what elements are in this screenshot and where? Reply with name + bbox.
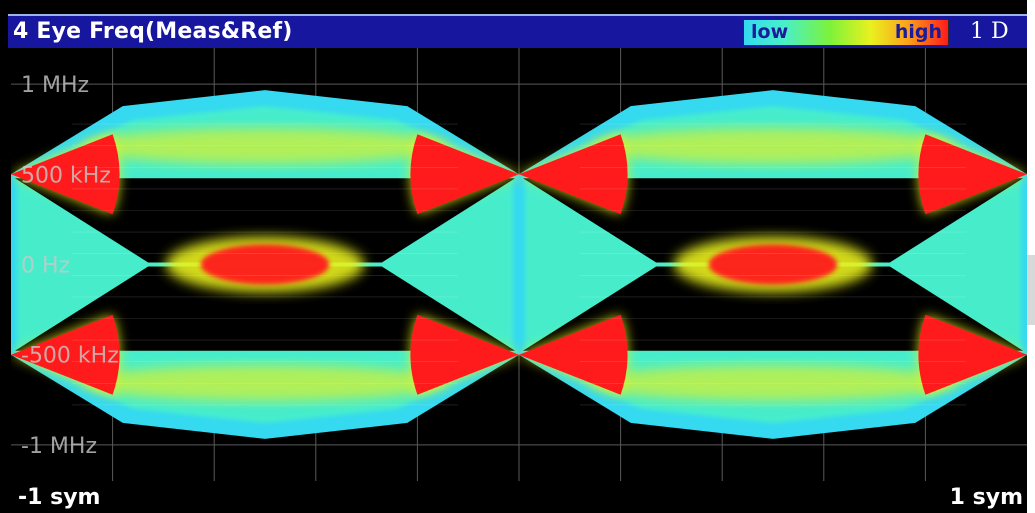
eye-density-band [82,128,448,165]
color-scale-legend: low high [743,19,949,46]
crossing-wedge [11,134,120,215]
eye-density-band [82,364,448,401]
y-tick-label: 500 kHz [21,163,111,188]
y-tick-label: 0 Hz [21,254,70,279]
y-tick-label: -1 MHz [21,434,97,459]
crossing-wedge [918,314,1027,395]
y-tick-label: -500 kHz [21,344,119,369]
y-tick-label: 1 MHz [21,73,89,98]
eye-opening-lower [15,266,515,351]
eye-opening-upper [523,178,1023,263]
eye-density-band [590,128,956,165]
title-bar[interactable]: 4 Eye Freq(Meas&Ref) low high 1 D [8,14,1027,48]
eye-density-band [590,364,956,401]
crossing-wedge [519,314,628,395]
x-axis-footer [8,481,1027,513]
y-tick-labels: 1 MHz 500 kHz 0 Hz -500 kHz -1 MHz [21,73,119,459]
crossing-wedge [918,134,1027,215]
eye-center-hotspot [708,244,838,285]
window-title: 4 Eye Freq(Meas&Ref) [13,19,293,44]
trace-mode-label[interactable]: 1 D [970,19,1009,44]
eye-traces [11,87,1027,442]
crossing-wedge [410,314,519,395]
eye-opening-upper [15,178,515,263]
eye-center-hotspot [200,244,330,285]
legend-high-label: high [894,21,942,43]
crossing-wedge [11,314,120,395]
crossing-wedge [519,134,628,215]
legend-low-label: low [751,21,789,43]
crossing-wedge [410,134,519,215]
scrollbar-thumb[interactable] [1027,255,1035,325]
x-axis-max-label: 1 sym [949,485,1023,510]
eye-opening-lower [523,266,1023,351]
x-axis-min-label: -1 sym [18,485,101,510]
